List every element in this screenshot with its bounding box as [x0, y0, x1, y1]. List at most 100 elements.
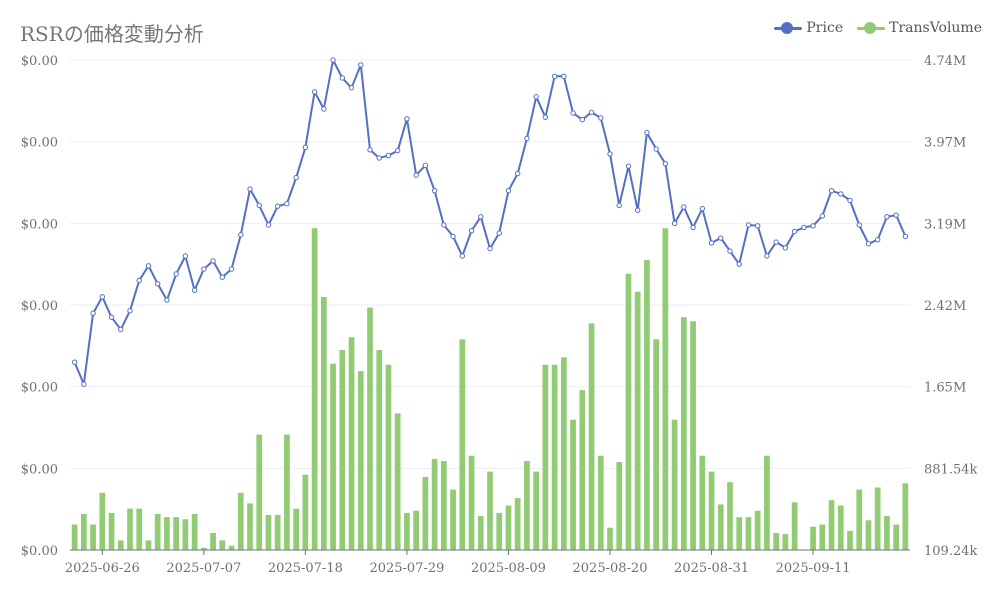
- right-axis-tick-label: 109.24k: [924, 544, 977, 559]
- volume-bar: [828, 500, 835, 550]
- price-point: [468, 227, 475, 234]
- price-point: [727, 248, 733, 254]
- price-point: [219, 274, 226, 280]
- price-point: [321, 106, 327, 112]
- volume-bar: [99, 492, 106, 550]
- volume-bar: [385, 364, 392, 550]
- x-axis-tick-label: 2025-09-11: [776, 561, 851, 576]
- price-point: [274, 203, 281, 209]
- price-point: [801, 224, 807, 231]
- left-axis-tick-label: $0.00: [21, 217, 58, 232]
- price-point: [376, 155, 382, 161]
- price-point: [579, 116, 586, 123]
- price-point: [358, 62, 364, 68]
- volume-bar: [874, 487, 881, 550]
- volume-bar: [422, 476, 429, 550]
- price-point: [718, 235, 724, 241]
- volume-bar: [727, 482, 733, 550]
- price-point: [884, 214, 890, 220]
- volume-bar: [108, 512, 115, 550]
- price-point: [311, 89, 318, 95]
- volume-bar: [579, 390, 586, 550]
- volume-bar: [440, 461, 447, 550]
- price-point: [533, 94, 539, 100]
- price-line: [71, 57, 909, 387]
- volume-bar: [459, 339, 466, 550]
- volume-bar: [127, 508, 133, 550]
- volume-bar: [533, 471, 540, 550]
- price-point: [238, 232, 244, 238]
- volume-bar: [625, 273, 632, 550]
- price-point: [671, 220, 678, 227]
- volume-bar: [367, 307, 373, 550]
- volume-bar: [560, 357, 567, 550]
- volume-bars: [71, 228, 909, 551]
- price-point: [819, 213, 826, 219]
- volume-bar: [200, 547, 207, 550]
- price-point: [644, 129, 650, 136]
- volume-bar: [699, 455, 706, 550]
- price-point: [699, 205, 706, 212]
- legend-swatch-price: [774, 22, 803, 34]
- volume-bar: [588, 323, 595, 550]
- price-point: [634, 207, 641, 213]
- price-point: [90, 310, 96, 316]
- volume-bar: [791, 502, 798, 550]
- x-axis-tick-label: 2025-06-26: [65, 561, 140, 576]
- price-point: [865, 241, 872, 247]
- price-point: [588, 109, 595, 115]
- price-point: [201, 266, 207, 272]
- volume-bar: [404, 512, 410, 550]
- price-point: [607, 151, 613, 157]
- price-point: [551, 73, 558, 80]
- volume-bar: [357, 371, 364, 550]
- volume-bar: [754, 510, 761, 550]
- x-axis-tick-label: 2025-07-29: [369, 561, 444, 576]
- volume-bar: [274, 515, 281, 550]
- price-point: [136, 277, 142, 284]
- price-point: [413, 172, 419, 178]
- volume-bar: [237, 492, 244, 550]
- legend-item-price[interactable]: Price: [774, 20, 843, 36]
- price-point: [441, 222, 447, 228]
- right-axis-tick-label: 4.74M: [924, 54, 966, 69]
- volume-bar: [164, 517, 170, 550]
- price-point: [348, 85, 355, 91]
- price-point: [478, 214, 484, 220]
- right-axis-tick-label: 2.42M: [924, 299, 966, 314]
- price-point: [127, 308, 133, 314]
- price-point: [708, 240, 715, 246]
- x-axis-tick-label: 2025-07-18: [268, 561, 343, 576]
- price-point: [431, 187, 438, 194]
- price-point: [616, 202, 622, 209]
- price-point: [745, 222, 752, 228]
- volume-bar: [570, 419, 576, 550]
- volume-bar: [690, 321, 696, 550]
- volume-bar: [487, 471, 493, 550]
- volume-bar: [339, 349, 346, 550]
- volume-bar: [330, 363, 336, 550]
- price-point: [598, 115, 604, 121]
- volume-bar: [80, 513, 87, 550]
- volume-bar: [154, 513, 161, 550]
- price-point: [459, 253, 466, 259]
- price-point: [524, 135, 530, 142]
- price-point: [284, 201, 290, 207]
- price-point: [164, 297, 170, 303]
- volume-bar: [773, 532, 780, 550]
- price-point: [145, 263, 152, 269]
- volume-bar: [902, 483, 909, 550]
- price-point: [782, 245, 789, 251]
- chart-title: RSRの価格変動分析: [20, 22, 204, 46]
- volume-bar: [477, 516, 484, 550]
- price-point: [404, 116, 410, 122]
- volume-bar: [173, 517, 180, 550]
- volume-bar: [671, 419, 678, 550]
- volume-bar: [117, 540, 124, 550]
- price-point: [228, 266, 235, 272]
- legend-label-volume: TransVolume: [889, 20, 982, 36]
- legend-item-volume[interactable]: TransVolume: [857, 20, 982, 36]
- price-point: [339, 75, 346, 81]
- legend-label-price: Price: [806, 20, 844, 36]
